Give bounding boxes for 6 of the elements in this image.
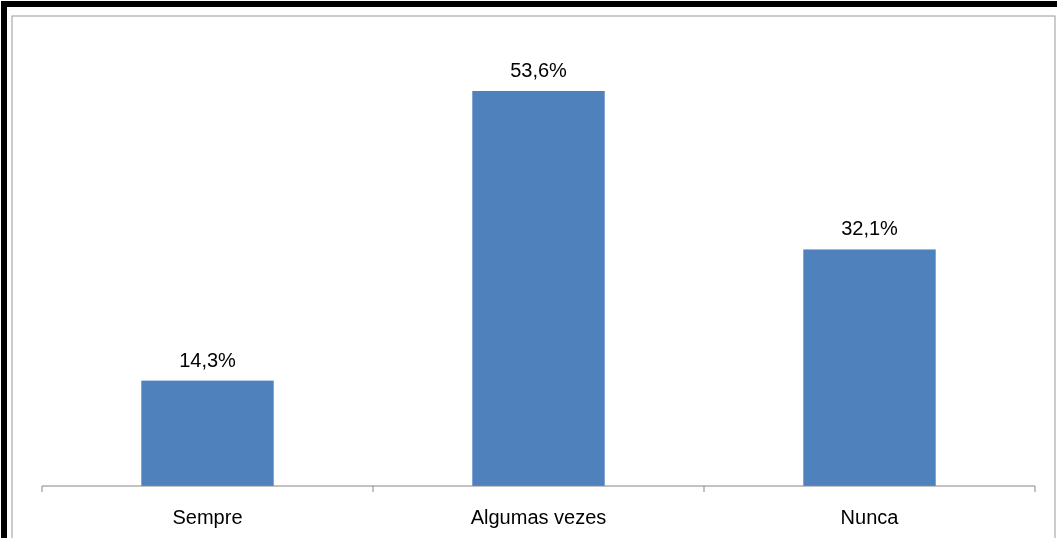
data-label: 32,1% [841,217,899,240]
data-label: 14,3% [179,348,237,371]
x-tick-label: Sempre [172,506,243,528]
x-tick-label: Nunca [840,506,900,528]
x-tick-label: Algumas vezes [470,506,607,528]
data-label: 53,6% [510,59,568,81]
